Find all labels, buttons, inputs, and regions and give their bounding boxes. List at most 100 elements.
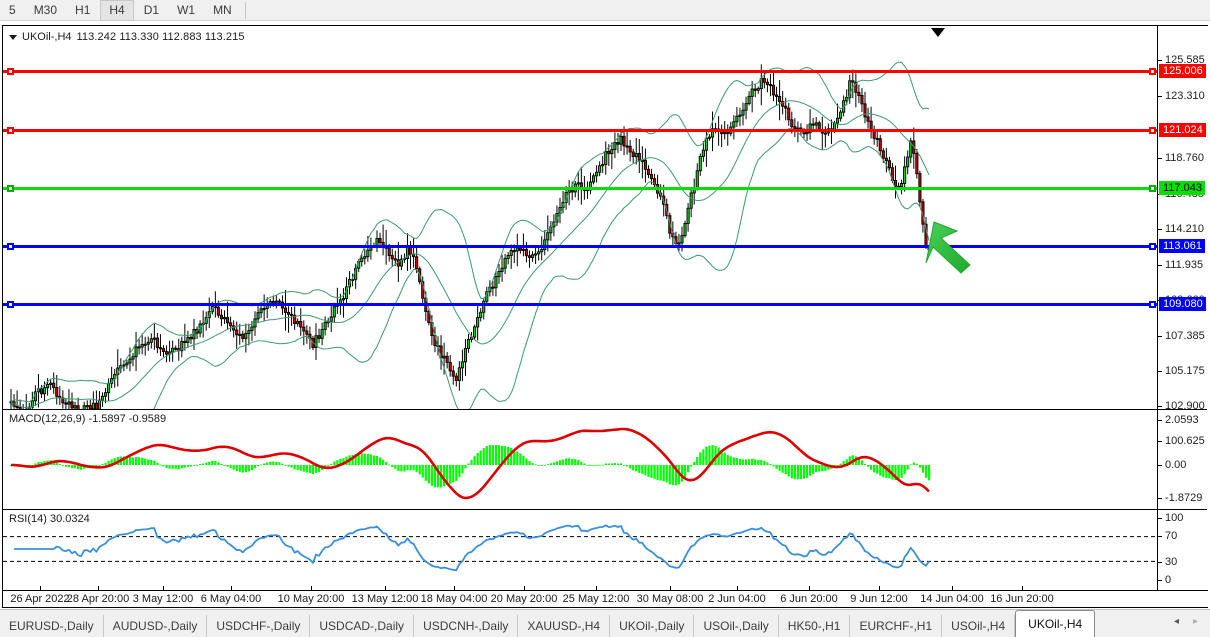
timeframe-mn[interactable]: MN xyxy=(213,2,232,17)
price-tick-label: 107.385 xyxy=(1165,330,1205,342)
price-level-badge-red[interactable]: 121.024 xyxy=(1159,123,1206,137)
tab-navigation: ◂ ▸ xyxy=(1162,609,1210,637)
timeframe-w1[interactable]: W1 xyxy=(177,2,196,17)
level-line-handle[interactable] xyxy=(7,127,14,134)
symbol-tab-usdcad--daily[interactable]: USDCAD-,Daily xyxy=(310,615,415,637)
symbol-tab-usoil--daily[interactable]: USOil-,Daily xyxy=(694,615,779,637)
ohlc-values: 113.242 113.330 112.883 113.215 xyxy=(76,31,245,43)
macd-tick-label: 2.0593 xyxy=(1165,414,1199,426)
price-tick-label: 125.585 xyxy=(1165,54,1205,66)
time-axis-label: 10 May 20:00 xyxy=(277,593,345,605)
price-tick-mark xyxy=(1158,406,1162,407)
price-tick-mark xyxy=(1158,441,1162,442)
symbol-tab-xauusd--h4[interactable]: XAUUSD-,H4 xyxy=(518,615,611,637)
symbol-tab-usdcnh--daily[interactable]: USDCNH-,Daily xyxy=(414,615,519,637)
symbol-tab-eurchf--h1[interactable]: EURCHF-,H1 xyxy=(850,615,943,637)
timeframe-m30[interactable]: M30 xyxy=(33,2,58,17)
tab-next-icon[interactable]: ▸ xyxy=(1192,615,1198,627)
chevron-down-icon[interactable] xyxy=(9,34,17,40)
timeframe-h1[interactable]: H1 xyxy=(75,2,91,17)
time-tick-mark xyxy=(952,586,953,591)
time-axis-label: 26 Apr 2022 xyxy=(10,593,70,605)
level-line-handle[interactable] xyxy=(1149,243,1156,250)
rsi-tick-label: 70 xyxy=(1165,530,1178,542)
time-axis-label: 6 May 04:00 xyxy=(200,593,262,605)
time-axis-label: 25 May 12:00 xyxy=(562,593,630,605)
symbol-tab-ukoil--h4[interactable]: UKOil-,H4 xyxy=(1015,610,1096,637)
symbol-tab-ukoil--daily[interactable]: UKOil-,Daily xyxy=(610,615,695,637)
price-tick-label: 118.760 xyxy=(1165,152,1204,164)
timeframe-5[interactable]: 5 xyxy=(9,2,16,17)
chart-position-marker xyxy=(931,28,945,37)
time-tick-mark xyxy=(311,586,312,591)
level-line-handle[interactable] xyxy=(7,68,14,75)
rsi-label: RSI(14) 30.0324 xyxy=(9,513,90,525)
macd-tick-label: -1.8729 xyxy=(1165,492,1203,504)
time-tick-mark xyxy=(596,586,597,591)
time-axis[interactable]: 26 Apr 2022 28 Apr 20:00 3 May 12:00 6 May … xyxy=(2,586,1208,608)
price-tick-mark xyxy=(1158,265,1162,266)
symbol-name: UKOil-,H4 xyxy=(22,31,72,43)
level-line-bar xyxy=(3,245,1157,248)
macd-series xyxy=(9,427,931,500)
price-tick-mark xyxy=(1158,60,1162,61)
time-tick-mark xyxy=(809,586,810,591)
price-tick-mark xyxy=(1158,96,1162,97)
symbol-header: UKOil-,H4 113.242 113.330 112.883 113.21… xyxy=(9,31,245,43)
rsi-tick-mark xyxy=(1158,580,1162,581)
level-line-bar xyxy=(3,303,1157,306)
macd-axis: 2.0593 0.00 -1.8729 xyxy=(1157,410,1207,509)
level-line-handle[interactable] xyxy=(1149,127,1156,134)
tab-prev-icon[interactable]: ◂ xyxy=(1173,615,1179,627)
time-axis-label: 28 Apr 20:00 xyxy=(66,593,130,605)
macd-plot-area[interactable] xyxy=(3,410,1157,509)
symbol-tab-eurusd--daily[interactable]: EURUSD-,Daily xyxy=(0,615,104,637)
price-tick-mark xyxy=(1158,229,1162,230)
price-tick-label: 123.310 xyxy=(1165,90,1205,102)
time-tick-mark xyxy=(737,586,738,591)
symbol-tab-bar: EURUSD-,Daily AUDUSD-,Daily USDCHF-,Daily U… xyxy=(0,609,1210,637)
symbol-tab-usoil--h4[interactable]: USOil-,H4 xyxy=(942,615,1016,637)
symbol-tab-hk50--h1[interactable]: HK50-,H1 xyxy=(779,615,851,637)
price-tick-mark xyxy=(1158,158,1162,159)
price-pane: 125.585123.310118.760116.485114.210111.9… xyxy=(3,26,1207,447)
level-line-handle[interactable] xyxy=(7,243,14,250)
rsi-pane: 100 70 30 0 RSI(14) 30.0324 xyxy=(3,510,1207,590)
price-plot-area[interactable] xyxy=(3,26,1157,409)
pane-separator-macd-rsi xyxy=(3,509,1207,510)
timeframe-h4[interactable]: H4 xyxy=(100,0,134,21)
rsi-tick-mark xyxy=(1158,518,1162,519)
macd-tick-mark xyxy=(1158,498,1162,499)
macd-tick-label: 0.00 xyxy=(1165,459,1187,471)
time-axis-label: 9 Jun 12:00 xyxy=(850,593,908,605)
macd-tick-mark xyxy=(1158,420,1162,421)
price-level-badge-blue[interactable]: 109.080 xyxy=(1159,297,1206,311)
time-tick-mark xyxy=(98,586,99,591)
price-tick-label: 105.175 xyxy=(1165,365,1205,377)
level-line-handle[interactable] xyxy=(1149,301,1156,308)
time-axis-label: 20 May 20:00 xyxy=(490,593,558,605)
level-line-handle[interactable] xyxy=(1149,68,1156,75)
macd-tick-mark xyxy=(1158,465,1162,466)
price-tick-label: 111.935 xyxy=(1165,259,1204,271)
symbol-tab-audusd--daily[interactable]: AUDUSD-,Daily xyxy=(104,615,208,637)
level-line-handle[interactable] xyxy=(7,185,14,192)
price-level-badge-blue[interactable]: 113.061 xyxy=(1159,239,1205,253)
price-level-badge-red[interactable]: 125.006 xyxy=(1159,64,1206,78)
pane-separator-price-macd xyxy=(3,409,1207,410)
symbol-tab-usdchf--daily[interactable]: USDCHF-,Daily xyxy=(207,615,311,637)
rsi-plot-area[interactable] xyxy=(3,510,1157,590)
time-axis-label: 14 Jun 04:00 xyxy=(920,593,984,605)
level-line-handle[interactable] xyxy=(1149,185,1156,192)
rsi-series xyxy=(3,524,1157,572)
timeframe-d1[interactable]: D1 xyxy=(143,2,160,17)
candlestick-series xyxy=(9,61,931,409)
time-tick-mark xyxy=(163,586,164,591)
price-level-badge-green[interactable]: 117.043 xyxy=(1159,181,1205,195)
price-tick-label: 100.625 xyxy=(1165,435,1205,447)
level-line-handle[interactable] xyxy=(7,301,14,308)
price-axis[interactable]: 125.585123.310118.760116.485114.210111.9… xyxy=(1157,26,1207,447)
level-line-bar xyxy=(3,70,1157,73)
price-tick-label: 114.210 xyxy=(1165,223,1204,235)
